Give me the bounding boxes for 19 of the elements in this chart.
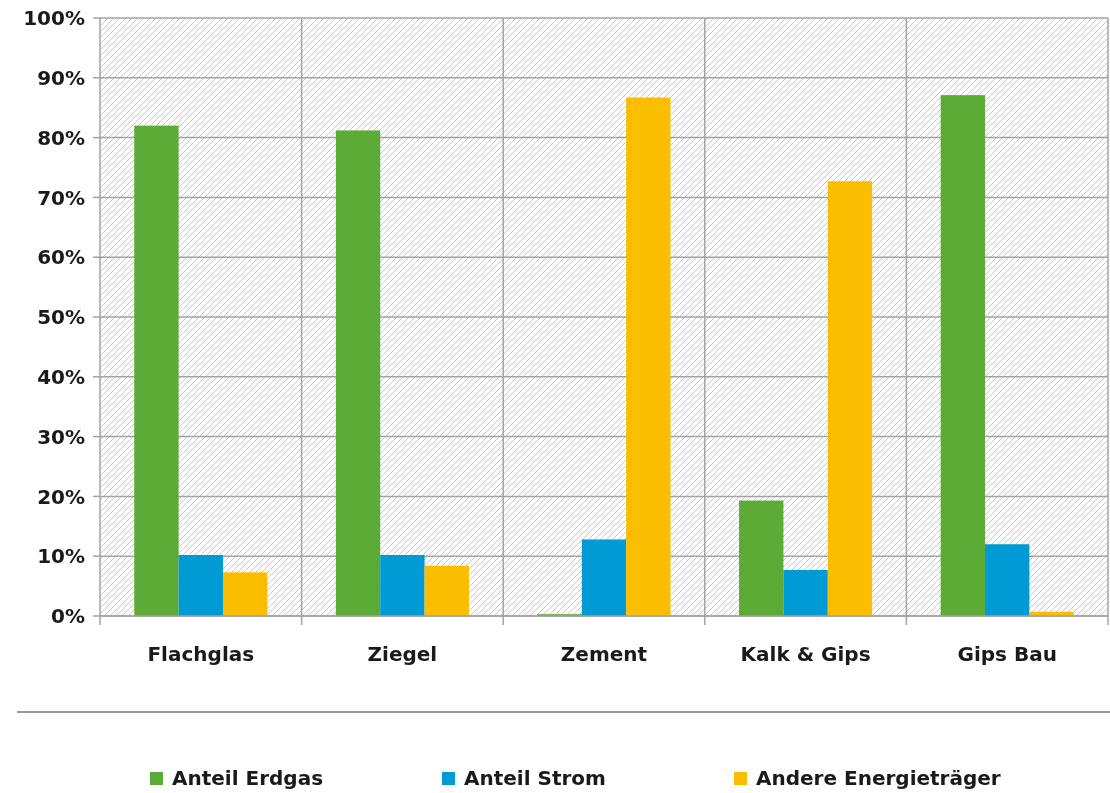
legend-label: Andere Energieträger [756, 766, 1001, 791]
y-tick-label: 30% [37, 424, 85, 449]
legend-label: Anteil Erdgas [172, 766, 324, 791]
y-tick-label: 10% [37, 544, 85, 569]
x-tick-label: Zement [560, 642, 648, 666]
y-tick-label: 60% [37, 245, 85, 270]
y-tick-label: 100% [23, 6, 85, 31]
x-tick-label: Flachglas [147, 642, 255, 666]
legend-label: Anteil Strom [464, 766, 606, 791]
x-tick-label: Ziegel [367, 642, 438, 666]
y-tick-label: 50% [37, 305, 85, 330]
x-tick-label: Gips Bau [957, 642, 1057, 666]
y-tick-label: 40% [37, 365, 85, 389]
y-tick-label: 20% [37, 484, 85, 509]
x-tick-label: Kalk & Gips [740, 642, 871, 666]
y-tick-label: 0% [51, 604, 85, 629]
y-tick-label: 90% [37, 66, 85, 90]
y-tick-label: 70% [37, 185, 85, 210]
y-tick-label: 80% [37, 125, 85, 150]
